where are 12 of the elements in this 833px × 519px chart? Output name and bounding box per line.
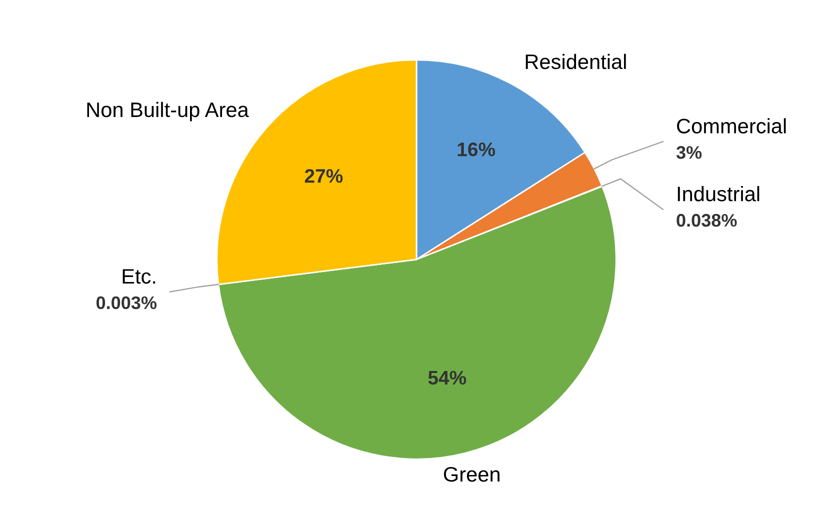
data-label: 27% [304, 169, 343, 183]
slice-label: Commercial [677, 118, 786, 134]
slice-label: Residential [526, 54, 626, 70]
slice-label: Green [444, 466, 500, 482]
slice-label: Non Built-up Area [87, 102, 249, 122]
data-label: 16% [458, 142, 496, 156]
data-label: 3% [676, 146, 702, 159]
slice-label: Industrial [678, 186, 760, 202]
data-label: 0.003% [96, 296, 157, 310]
data-label: 0.038% [676, 214, 737, 227]
slice-label: Etc. [122, 269, 156, 284]
data-label: 54% [428, 370, 466, 385]
